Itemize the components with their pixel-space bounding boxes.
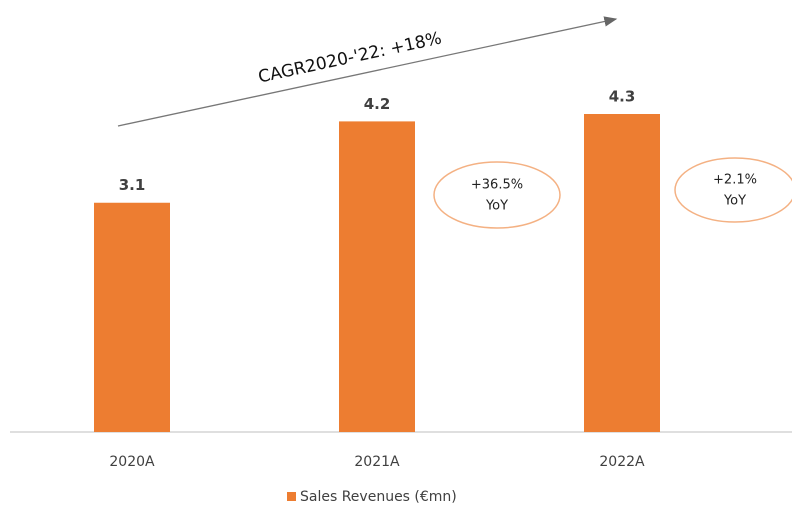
x-tick-label: 2021A [354,454,400,470]
yoy-bubble [674,157,792,223]
cagr-arrow [117,16,618,127]
x-tick-label: 2020A [109,454,155,470]
data-label: 4.2 [364,95,391,113]
yoy-label: YoY [723,194,746,209]
yoy-label: +36.5% [471,178,523,193]
data-label: 3.1 [119,176,146,194]
legend-label: Sales Revenues (€mn) [300,489,457,505]
bar [339,121,415,432]
yoy-label: +2.1% [713,173,757,188]
data-label: 4.3 [609,88,636,106]
legend-swatch [287,492,296,501]
x-tick-label: 2022A [599,454,645,470]
yoy-bubble [433,161,561,229]
bar [584,114,660,432]
bar [94,202,170,432]
yoy-label: YoY [485,199,508,214]
cagr-annotation: CAGR2020-'22: +18% [256,28,443,87]
